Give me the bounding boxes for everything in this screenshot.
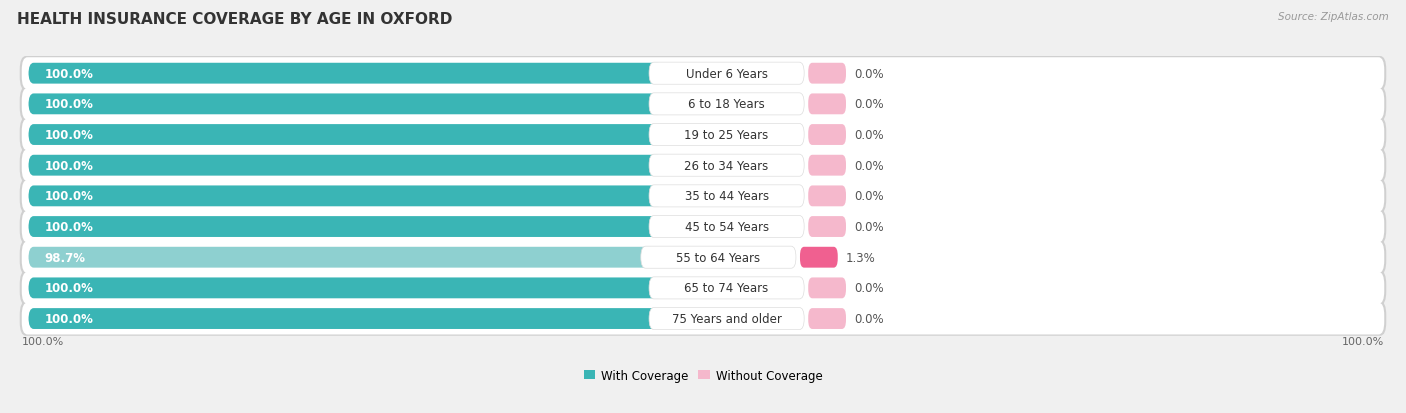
Text: 98.7%: 98.7% xyxy=(45,251,86,264)
Text: 6 to 18 Years: 6 to 18 Years xyxy=(688,98,765,111)
Text: 55 to 64 Years: 55 to 64 Years xyxy=(676,251,761,264)
FancyBboxPatch shape xyxy=(20,240,1386,275)
FancyBboxPatch shape xyxy=(28,247,654,268)
FancyBboxPatch shape xyxy=(20,57,1386,91)
Text: 100.0%: 100.0% xyxy=(45,98,94,111)
Text: 35 to 44 Years: 35 to 44 Years xyxy=(685,190,769,203)
FancyBboxPatch shape xyxy=(21,272,1385,304)
FancyBboxPatch shape xyxy=(21,242,1385,273)
FancyBboxPatch shape xyxy=(28,216,662,237)
FancyBboxPatch shape xyxy=(650,63,804,85)
FancyBboxPatch shape xyxy=(650,216,804,238)
Text: Source: ZipAtlas.com: Source: ZipAtlas.com xyxy=(1278,12,1389,22)
FancyBboxPatch shape xyxy=(808,64,846,84)
Legend: With Coverage, Without Coverage: With Coverage, Without Coverage xyxy=(579,364,827,387)
Text: 100.0%: 100.0% xyxy=(45,312,94,325)
Text: 100.0%: 100.0% xyxy=(45,282,94,294)
FancyBboxPatch shape xyxy=(20,88,1386,122)
Text: 0.0%: 0.0% xyxy=(853,190,884,203)
FancyBboxPatch shape xyxy=(20,118,1386,152)
Text: HEALTH INSURANCE COVERAGE BY AGE IN OXFORD: HEALTH INSURANCE COVERAGE BY AGE IN OXFO… xyxy=(17,12,453,27)
FancyBboxPatch shape xyxy=(808,309,846,329)
Text: 100.0%: 100.0% xyxy=(45,129,94,142)
Text: 26 to 34 Years: 26 to 34 Years xyxy=(685,159,769,172)
Text: 0.0%: 0.0% xyxy=(853,312,884,325)
Text: 100.0%: 100.0% xyxy=(45,159,94,172)
Text: 100.0%: 100.0% xyxy=(21,336,65,346)
FancyBboxPatch shape xyxy=(20,179,1386,214)
FancyBboxPatch shape xyxy=(21,58,1385,90)
FancyBboxPatch shape xyxy=(808,186,846,207)
Text: 100.0%: 100.0% xyxy=(45,190,94,203)
Text: Under 6 Years: Under 6 Years xyxy=(686,68,768,81)
FancyBboxPatch shape xyxy=(21,303,1385,335)
FancyBboxPatch shape xyxy=(21,119,1385,151)
Text: 0.0%: 0.0% xyxy=(853,221,884,233)
FancyBboxPatch shape xyxy=(21,150,1385,182)
FancyBboxPatch shape xyxy=(28,125,662,146)
FancyBboxPatch shape xyxy=(20,301,1386,336)
Text: 19 to 25 Years: 19 to 25 Years xyxy=(685,129,769,142)
FancyBboxPatch shape xyxy=(21,89,1385,121)
Text: 100.0%: 100.0% xyxy=(45,68,94,81)
FancyBboxPatch shape xyxy=(28,278,662,299)
Text: 65 to 74 Years: 65 to 74 Years xyxy=(685,282,769,294)
Text: 0.0%: 0.0% xyxy=(853,98,884,111)
Text: 0.0%: 0.0% xyxy=(853,159,884,172)
FancyBboxPatch shape xyxy=(808,155,846,176)
FancyBboxPatch shape xyxy=(650,185,804,207)
Text: 1.3%: 1.3% xyxy=(846,251,876,264)
FancyBboxPatch shape xyxy=(650,155,804,177)
Text: 100.0%: 100.0% xyxy=(1341,336,1385,346)
FancyBboxPatch shape xyxy=(20,271,1386,305)
FancyBboxPatch shape xyxy=(808,278,846,299)
FancyBboxPatch shape xyxy=(20,210,1386,244)
Text: 75 Years and older: 75 Years and older xyxy=(672,312,782,325)
FancyBboxPatch shape xyxy=(800,247,838,268)
FancyBboxPatch shape xyxy=(650,308,804,330)
FancyBboxPatch shape xyxy=(20,149,1386,183)
FancyBboxPatch shape xyxy=(21,211,1385,243)
Text: 100.0%: 100.0% xyxy=(45,221,94,233)
Text: 45 to 54 Years: 45 to 54 Years xyxy=(685,221,769,233)
FancyBboxPatch shape xyxy=(650,124,804,146)
FancyBboxPatch shape xyxy=(808,94,846,115)
Text: 0.0%: 0.0% xyxy=(853,282,884,294)
FancyBboxPatch shape xyxy=(641,247,796,268)
FancyBboxPatch shape xyxy=(808,216,846,237)
FancyBboxPatch shape xyxy=(21,180,1385,212)
Text: 0.0%: 0.0% xyxy=(853,129,884,142)
FancyBboxPatch shape xyxy=(28,155,662,176)
FancyBboxPatch shape xyxy=(808,125,846,146)
FancyBboxPatch shape xyxy=(650,277,804,299)
FancyBboxPatch shape xyxy=(28,94,662,115)
Text: 0.0%: 0.0% xyxy=(853,68,884,81)
FancyBboxPatch shape xyxy=(28,309,662,329)
FancyBboxPatch shape xyxy=(650,94,804,116)
FancyBboxPatch shape xyxy=(28,186,662,207)
FancyBboxPatch shape xyxy=(28,64,662,84)
